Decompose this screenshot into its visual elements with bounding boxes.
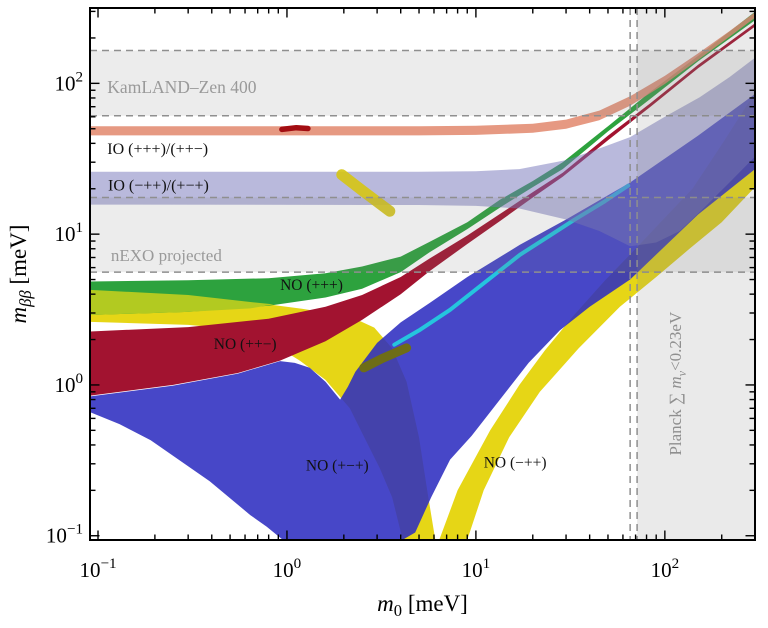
band-scatter-olive xyxy=(359,343,412,373)
band-no-ppm-band xyxy=(90,23,755,396)
no-ppp-label: NO (+++) xyxy=(280,277,343,294)
band-scatter-yellow-io xyxy=(336,169,396,217)
band-scatter-darkred xyxy=(279,124,311,133)
no-ppm-label: NO (++−) xyxy=(214,336,277,353)
x-tick-label: 10−1 xyxy=(79,556,116,582)
io-lower-label: IO (−++)/(+−+) xyxy=(108,178,209,195)
plot-area xyxy=(90,8,755,540)
x-axis-title: m0 [meV] xyxy=(377,591,468,620)
y-axis-title: mββ [meV] xyxy=(6,225,35,324)
axis-frame-and-ticks xyxy=(89,7,756,541)
band-no-mpp-funnel-wall xyxy=(90,289,436,540)
x-tick-label: 100 xyxy=(273,556,302,582)
band-no-mpp-arm xyxy=(439,92,755,540)
kamland-zen-excluded-region xyxy=(90,50,755,116)
kamland-zen-label: KamLAND–Zen 400 xyxy=(107,77,256,97)
no-mpp-label: NO (−++) xyxy=(484,455,547,472)
planck-excluded-region xyxy=(637,8,755,540)
x-tick-label: 101 xyxy=(462,556,491,582)
band-no-pmp-region xyxy=(90,94,755,540)
io-upper-label: IO (+++)/(++−) xyxy=(107,141,208,158)
band-overlap-green-yellow xyxy=(90,289,274,315)
y-tick-label: 100 xyxy=(54,371,83,397)
nexo-excluded-region xyxy=(90,197,755,273)
y-tick-label: 102 xyxy=(54,69,83,95)
y-tick-label: 101 xyxy=(54,220,83,246)
y-tick-label: 10−1 xyxy=(46,522,83,548)
x-tick-label: 102 xyxy=(651,556,680,582)
no-pmp-label: NO (+−+) xyxy=(306,458,369,475)
nexo-label: nEXO projected xyxy=(111,246,222,265)
planck-label: Planck ∑ mν<0.23eV xyxy=(666,311,689,456)
band-no-ppp-band xyxy=(90,11,755,315)
band-io-lower-band xyxy=(90,57,755,247)
